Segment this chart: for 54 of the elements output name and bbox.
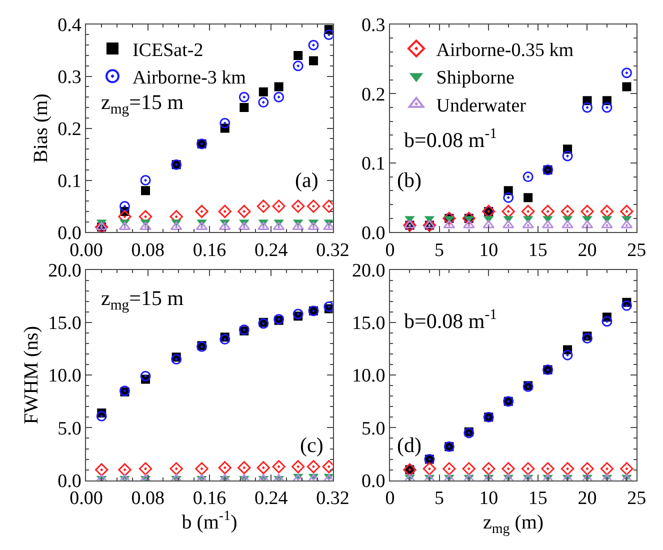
annotation: b=0.08 m$^{-1}$: [404, 307, 497, 333]
annotation: (a): [295, 168, 318, 192]
x-tick-label: 0.16: [192, 488, 226, 510]
y-tick-label: 0.4: [58, 14, 82, 36]
y-axis-title: FWHM (ns): [20, 326, 43, 424]
x-tick-label: 25: [627, 488, 646, 510]
x-tick-label: 0.08: [131, 488, 164, 510]
y-tick-label: 0.1: [361, 154, 386, 175]
x-tick-label: 0: [385, 240, 395, 262]
y-tick-label: 0.0: [361, 222, 386, 244]
y-tick-label: 20.0: [352, 260, 386, 282]
x-tick-label: 0.32: [316, 488, 350, 510]
x-axis-title: z$_{mg}$ (m): [482, 512, 544, 537]
legend-label: Airborne-3 km: [132, 68, 246, 89]
y-tick-label: 0.3: [361, 14, 386, 36]
legend-label: Shipborne: [436, 68, 514, 89]
y-tick-label: 5.0: [361, 418, 386, 440]
x-tick-label: 25: [627, 240, 646, 262]
y-tick-label: 0.2: [58, 118, 82, 140]
legend-label: Airborne-0.35 km: [436, 40, 574, 61]
y-tick-label: 0.0: [361, 470, 386, 492]
y-tick-label: 0.3: [58, 66, 82, 88]
x-tick-label: 15: [528, 240, 548, 262]
annotation: (d): [397, 433, 422, 457]
x-tick-label: 15: [528, 488, 548, 510]
y-tick-label: 10.0: [352, 366, 386, 387]
legend-label: Underwater: [436, 95, 527, 116]
x-tick-label: 5: [434, 488, 444, 510]
annotation: (b): [397, 168, 422, 192]
legend-label: ICESat-2: [132, 40, 204, 61]
y-tick-label: 15.0: [352, 313, 386, 334]
x-tick-label: 10: [479, 488, 498, 510]
annotation: z$_{mg}$=15 m: [101, 286, 184, 314]
y-tick-label: 20.0: [48, 260, 82, 282]
x-tick-label: 20: [578, 240, 597, 262]
x-tick-label: 5: [434, 240, 444, 262]
annotation: (c): [300, 433, 324, 457]
y-tick-label: 0.1: [58, 170, 82, 192]
x-tick-label: 0.24: [254, 240, 288, 262]
x-tick-label: 10: [479, 240, 498, 262]
x-axis-title: b (m$^{-1}$): [182, 509, 238, 534]
y-axis-title: Bias (m): [30, 94, 52, 164]
y-tick-label: 15.0: [48, 313, 82, 334]
y-tick-label: 5.0: [58, 418, 82, 440]
y-tick-label: 0.2: [361, 84, 386, 106]
annotation: b=0.08 m$^{-1}$: [404, 126, 497, 152]
x-tick-label: 0: [385, 488, 395, 510]
x-tick-label: 0.16: [192, 240, 226, 262]
y-tick-label: 10.0: [48, 366, 82, 387]
x-tick-label: 0.24: [254, 488, 288, 510]
annotation: z$_{mg}$=15 m: [101, 90, 184, 118]
x-tick-label: 0.08: [131, 240, 164, 262]
x-tick-label: 20: [578, 488, 597, 510]
x-tick-label: 0.32: [316, 240, 350, 262]
